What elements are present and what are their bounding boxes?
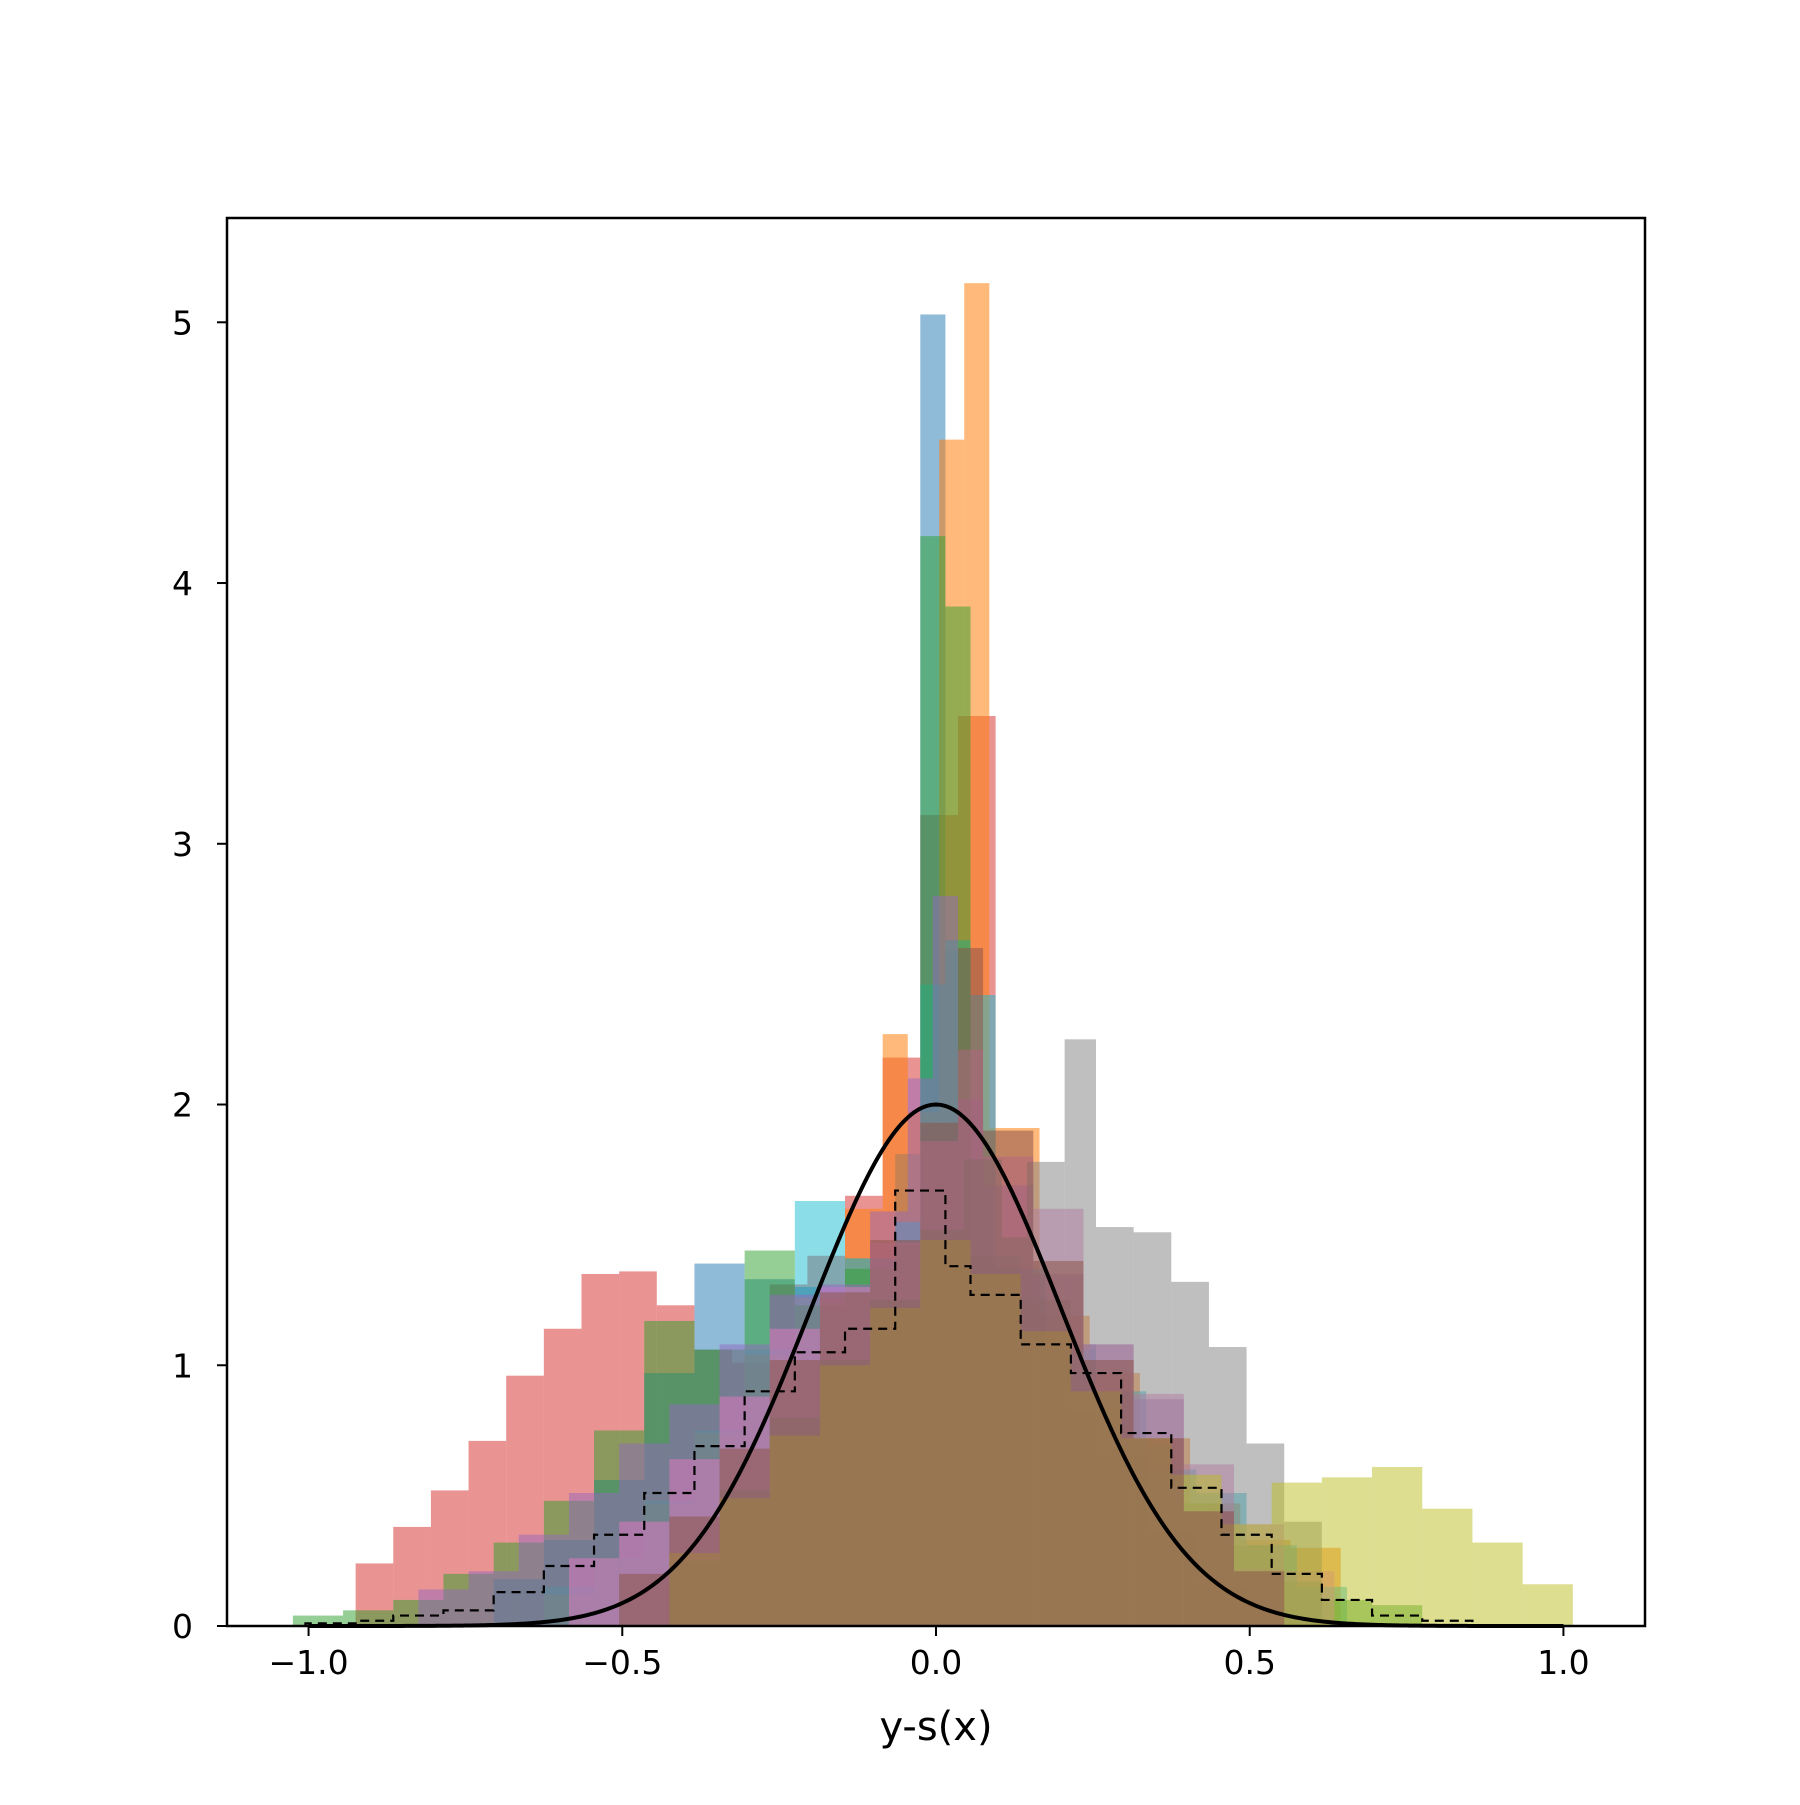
histogram-bar	[1472, 1542, 1523, 1626]
histogram-bar	[1422, 1508, 1473, 1626]
y-tick-label: 1	[172, 1346, 193, 1385]
histogram-bar	[418, 1589, 469, 1626]
histogram-bar	[669, 1516, 720, 1626]
y-tick-label: 3	[172, 825, 193, 864]
histogram-bar	[1133, 1438, 1184, 1626]
histogram-bar	[819, 1292, 871, 1626]
histogram-bar	[1083, 1360, 1134, 1626]
x-axis-ticks: −1.0 −0.5 0.0 0.5 1.0	[268, 1626, 1590, 1682]
histogram-bar	[1522, 1584, 1573, 1626]
y-tick-label: 0	[172, 1607, 193, 1646]
normal-curve-line	[308, 1102, 1564, 1628]
dashed-step-line	[304, 1189, 1474, 1626]
histogram-bar	[719, 1448, 770, 1626]
y-tick-label: 4	[172, 564, 193, 603]
x-tick-label: 0.0	[910, 1643, 962, 1682]
histogram-bar	[1033, 1260, 1084, 1626]
histogram-bar	[1321, 1477, 1373, 1626]
y-tick-label: 2	[172, 1086, 193, 1125]
x-tick-label: 0.5	[1223, 1643, 1275, 1682]
histogram-bar	[957, 948, 984, 1626]
x-tick-label: 1.0	[1537, 1643, 1589, 1682]
histogram-bar	[983, 1130, 1034, 1626]
dashed-step-outline	[304, 1189, 1474, 1626]
y-tick-label: 5	[172, 303, 193, 342]
normal-density-curve	[308, 1102, 1564, 1628]
x-axis-label: y-s(x)	[879, 1704, 992, 1750]
histogram-bar	[518, 1534, 569, 1626]
histogram-bar	[920, 1122, 958, 1626]
histogram-bars	[292, 283, 1573, 1626]
x-tick-label: −1.0	[268, 1643, 348, 1682]
histogram-bar	[292, 1615, 344, 1626]
histogram-bar	[1183, 1511, 1235, 1626]
y-axis-ticks: 0 1 2 3 4 5	[172, 303, 227, 1646]
histogram-bar	[343, 1610, 394, 1626]
histogram-series-10	[619, 948, 1285, 1626]
histogram-bar	[769, 1360, 820, 1626]
x-tick-label: −0.5	[582, 1643, 662, 1682]
histogram-bar	[870, 1240, 921, 1626]
histogram-bar	[1372, 1466, 1423, 1626]
